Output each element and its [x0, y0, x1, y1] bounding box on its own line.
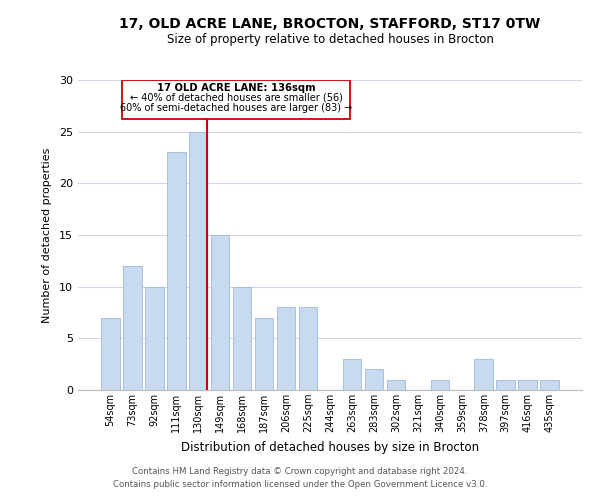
Bar: [541, 380, 559, 390]
Bar: [255, 318, 274, 390]
Bar: [343, 359, 361, 390]
FancyBboxPatch shape: [122, 80, 350, 120]
Bar: [189, 132, 208, 390]
Bar: [145, 286, 164, 390]
Bar: [386, 380, 405, 390]
Bar: [431, 380, 449, 390]
Bar: [233, 286, 251, 390]
Bar: [123, 266, 142, 390]
Bar: [299, 308, 317, 390]
X-axis label: Distribution of detached houses by size in Brocton: Distribution of detached houses by size …: [181, 440, 479, 454]
Text: Size of property relative to detached houses in Brocton: Size of property relative to detached ho…: [167, 32, 493, 46]
Bar: [101, 318, 119, 390]
Bar: [475, 359, 493, 390]
Text: ← 40% of detached houses are smaller (56): ← 40% of detached houses are smaller (56…: [130, 93, 343, 103]
Bar: [277, 308, 295, 390]
Bar: [167, 152, 185, 390]
Bar: [365, 370, 383, 390]
Text: 17, OLD ACRE LANE, BROCTON, STAFFORD, ST17 0TW: 17, OLD ACRE LANE, BROCTON, STAFFORD, ST…: [119, 18, 541, 32]
Bar: [211, 235, 229, 390]
Text: 60% of semi-detached houses are larger (83) →: 60% of semi-detached houses are larger (…: [120, 102, 352, 113]
Bar: [518, 380, 537, 390]
Y-axis label: Number of detached properties: Number of detached properties: [42, 148, 52, 322]
Bar: [496, 380, 515, 390]
Text: Contains HM Land Registry data © Crown copyright and database right 2024.: Contains HM Land Registry data © Crown c…: [132, 467, 468, 476]
Text: 17 OLD ACRE LANE: 136sqm: 17 OLD ACRE LANE: 136sqm: [157, 83, 316, 93]
Text: Contains public sector information licensed under the Open Government Licence v3: Contains public sector information licen…: [113, 480, 487, 489]
